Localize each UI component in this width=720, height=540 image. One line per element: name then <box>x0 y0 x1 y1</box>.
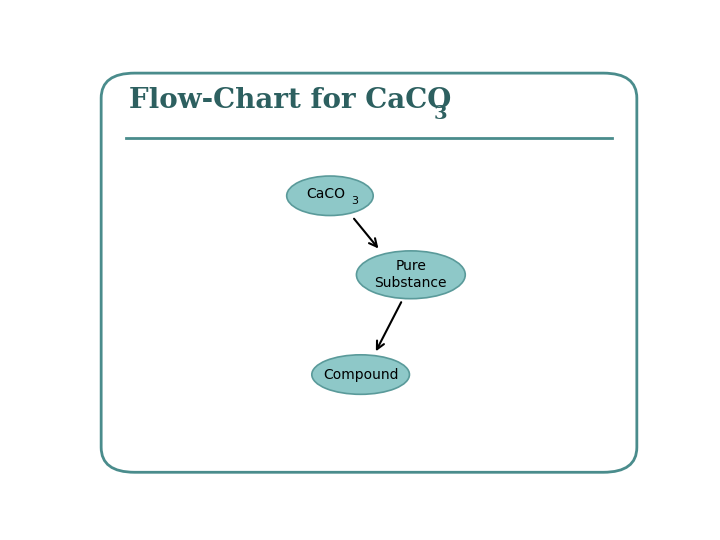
FancyBboxPatch shape <box>101 73 637 472</box>
Text: Flow-Chart for CaCO: Flow-Chart for CaCO <box>129 87 451 114</box>
Ellipse shape <box>287 176 373 215</box>
Text: Pure
Substance: Pure Substance <box>374 259 447 291</box>
Ellipse shape <box>356 251 465 299</box>
Text: 3: 3 <box>433 105 447 123</box>
Text: CaCO: CaCO <box>306 187 345 201</box>
Text: Compound: Compound <box>323 368 398 382</box>
Ellipse shape <box>312 355 410 394</box>
Text: 3: 3 <box>351 196 358 206</box>
